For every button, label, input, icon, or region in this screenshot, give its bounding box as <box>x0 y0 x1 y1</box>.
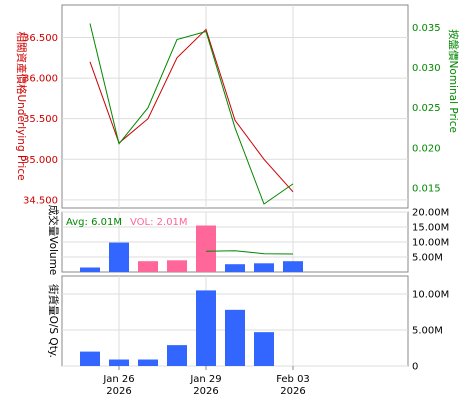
price-panel-frame <box>61 4 409 209</box>
volume-panel: 5.00M 10.00M 15.00M 20.00M Avg: 6.01M VOL: … <box>47 205 449 276</box>
date-tick-year: 2026 <box>106 386 131 397</box>
volume-ticks: 5.00M 10.00M 15.00M 20.00M <box>412 208 449 264</box>
date-tick-year: 2026 <box>193 386 218 397</box>
volume-tick-label: 10.00M <box>412 238 449 249</box>
volume-tick-label: 20.00M <box>412 208 449 219</box>
volume-bar <box>254 263 274 272</box>
outstanding-bar <box>225 309 245 366</box>
underlying-price-tick-label: 35.500 <box>23 114 58 125</box>
volume-bar <box>225 264 245 272</box>
date-tick-label: Feb 03 <box>276 374 310 385</box>
outstanding-bar <box>254 332 274 366</box>
outstanding-panel: 0 5.00M 10.00M 街貨量O/S Qty. <box>47 275 449 373</box>
volume-bar <box>109 242 129 272</box>
volume-bar <box>138 261 158 272</box>
outstanding-bar <box>109 359 129 366</box>
volume-bar <box>196 225 216 272</box>
underlying-price-line <box>89 28 294 193</box>
volume-current-label: VOL: 2.01M <box>130 217 188 228</box>
nominal-price-tick-label: 0.035 <box>412 23 441 34</box>
date-tick-label: Jan 29 <box>189 374 221 385</box>
outstanding-tick-label: 10.00M <box>412 290 449 301</box>
nominal-price-tick-label: 0.030 <box>412 63 441 74</box>
outstanding-bars <box>80 290 274 366</box>
volume-bars <box>80 225 303 272</box>
underlying-price-axis-label: 相關資產價格Underlying Price <box>15 31 28 180</box>
outstanding-bar <box>167 345 187 366</box>
volume-bar <box>283 261 303 272</box>
underlying-price-tick-label: 36.500 <box>23 33 58 44</box>
nominal-price-tick-label: 0.015 <box>412 183 441 194</box>
outstanding-bar <box>138 359 158 366</box>
outstanding-bar <box>196 290 216 366</box>
nominal-price-line <box>89 23 294 205</box>
volume-bar <box>80 267 100 272</box>
volume-average-label: Avg: 6.01M <box>66 217 122 228</box>
volume-tick-label: 5.00M <box>412 253 443 264</box>
volume-tick-label: 15.00M <box>412 223 449 234</box>
volume-average-line <box>205 250 294 255</box>
outstanding-ticks: 0 5.00M 10.00M <box>412 290 449 373</box>
volume-average-polyline <box>205 250 294 255</box>
outstanding-axis-label: 街貨量O/S Qty. <box>47 284 60 358</box>
volume-bar <box>167 260 187 272</box>
nominal-price-tick-label: 0.025 <box>412 103 441 114</box>
nominal-price-axis-label: 按盤價Nominal Price <box>447 29 460 133</box>
outstanding-tick-label: 5.00M <box>412 326 443 337</box>
nominal-price-tick-label: 0.020 <box>412 143 441 154</box>
volume-axis-label: 成交量Volume <box>47 205 60 276</box>
price-panel: 34.500 35.000 35.500 36.000 36.500 0.015 0.02… <box>15 4 460 209</box>
outstanding-bar <box>80 351 100 366</box>
date-tick-label: Jan 26 <box>102 374 134 385</box>
underlying-price-tick-label: 36.000 <box>23 74 58 85</box>
price-lines <box>89 23 294 205</box>
outstanding-tick-label: 0 <box>412 362 418 373</box>
underlying-price-tick-label: 34.500 <box>23 195 58 206</box>
date-tick-year: 2026 <box>280 386 305 397</box>
underlying-price-ticks: 34.500 35.000 35.500 36.000 36.500 <box>23 33 58 206</box>
underlying-price-tick-label: 35.000 <box>23 155 58 166</box>
nominal-price-ticks: 0.015 0.020 0.025 0.030 0.035 <box>412 23 441 194</box>
